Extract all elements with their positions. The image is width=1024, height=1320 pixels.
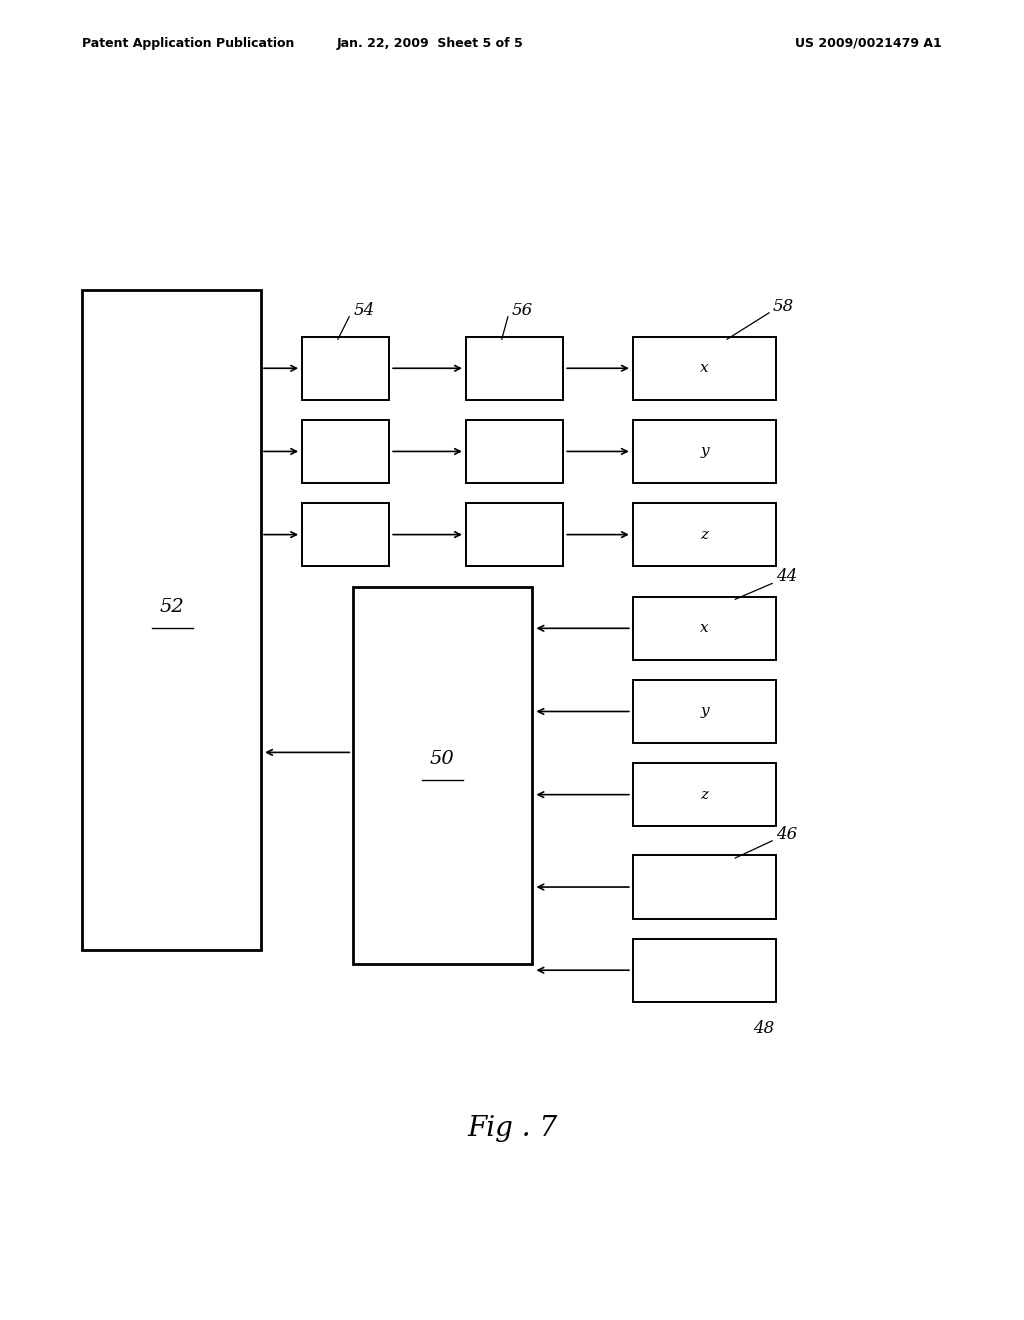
Text: 54: 54 bbox=[353, 302, 375, 318]
Bar bbox=[302, 337, 389, 400]
Bar bbox=[633, 939, 776, 1002]
Text: Fig . 7: Fig . 7 bbox=[467, 1115, 557, 1142]
Bar bbox=[633, 337, 776, 400]
Bar bbox=[633, 503, 776, 566]
Bar bbox=[633, 855, 776, 919]
Bar bbox=[633, 420, 776, 483]
Text: z: z bbox=[700, 528, 709, 541]
Bar bbox=[466, 337, 563, 400]
Text: 50: 50 bbox=[430, 750, 455, 768]
Bar bbox=[466, 503, 563, 566]
Text: 46: 46 bbox=[776, 826, 798, 842]
Bar bbox=[633, 680, 776, 743]
Bar bbox=[353, 587, 532, 964]
Text: y: y bbox=[700, 705, 709, 718]
Bar bbox=[82, 290, 261, 950]
Text: x: x bbox=[700, 362, 709, 375]
Text: 52: 52 bbox=[160, 598, 184, 616]
Text: Patent Application Publication: Patent Application Publication bbox=[82, 37, 294, 50]
Text: x: x bbox=[700, 622, 709, 635]
Text: 48: 48 bbox=[753, 1020, 774, 1038]
Text: z: z bbox=[700, 788, 709, 801]
Text: y: y bbox=[700, 445, 709, 458]
Bar bbox=[633, 763, 776, 826]
Text: US 2009/0021479 A1: US 2009/0021479 A1 bbox=[796, 37, 942, 50]
Text: 58: 58 bbox=[773, 298, 795, 314]
Bar bbox=[466, 420, 563, 483]
Text: 44: 44 bbox=[776, 569, 798, 585]
Bar bbox=[302, 503, 389, 566]
Text: 56: 56 bbox=[512, 302, 534, 318]
Bar bbox=[633, 597, 776, 660]
Text: Jan. 22, 2009  Sheet 5 of 5: Jan. 22, 2009 Sheet 5 of 5 bbox=[337, 37, 523, 50]
Bar bbox=[302, 420, 389, 483]
